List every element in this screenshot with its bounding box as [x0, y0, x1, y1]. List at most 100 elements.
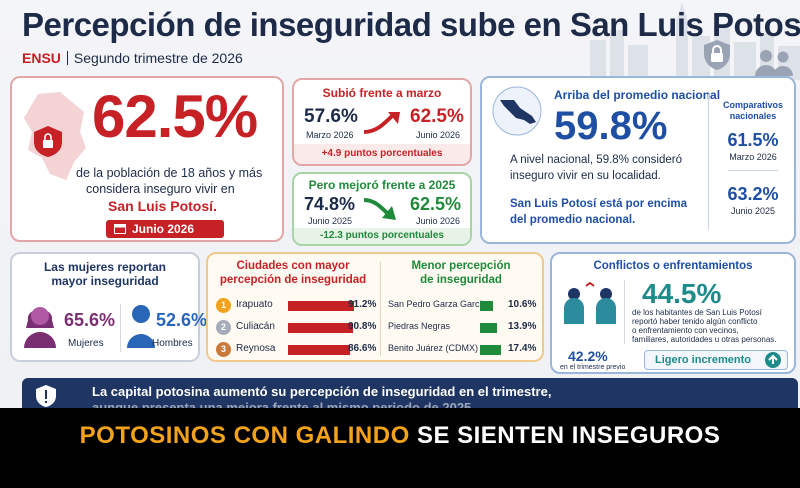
city-bar	[288, 345, 350, 355]
up-arrow-circle-icon	[765, 352, 781, 368]
comparativos-title-1: Comparativos	[722, 100, 784, 110]
rank-badge: 1	[216, 298, 231, 313]
year-compare-card: Pero mejoró frente a 2025 74.8% Junio 20…	[292, 172, 472, 246]
city-bar	[480, 345, 501, 355]
conflicts-prev-value: 42.2%	[568, 348, 608, 364]
national-text-line1: A nivel nacional, 59.8% consideró	[510, 154, 682, 166]
city-bar	[480, 301, 493, 311]
cities-low-title-line2: de inseguridad	[420, 274, 502, 286]
conflicts-text-line3: o enfrentamiento con vecinos,	[632, 326, 739, 335]
shield-lock-icon	[704, 40, 730, 70]
march-from-value: 57.6%	[304, 106, 358, 127]
city-name: Benito Juárez (CDMX)	[388, 343, 479, 353]
main-stat-place: San Luis Potosí.	[108, 198, 217, 214]
city-name: Culiacán	[236, 321, 275, 332]
year-from-label: Junio 2025	[308, 216, 353, 226]
city-bar	[288, 323, 353, 333]
summary-strip: La capital potosina aumentó su percepció…	[22, 378, 798, 415]
conflicts-card: Conflictos o enfrentamientos 44.5% de lo…	[550, 252, 796, 374]
year-from-value: 74.8%	[304, 194, 356, 214]
city-value: 13.9%	[508, 321, 537, 332]
city-value: 10.6%	[508, 299, 537, 310]
conflicts-prev-label: en el trimestre previo	[560, 364, 626, 371]
cities-high-title-line1: Ciudades con mayor	[236, 260, 350, 272]
source-label: ENSU	[22, 50, 61, 66]
women-label: Mujeres	[68, 338, 104, 349]
city-name: Reynosa	[236, 343, 276, 354]
date-chip: Junio 2026	[106, 220, 224, 238]
march-to-label: Junio 2026	[416, 130, 461, 140]
march-delta: +4.9 puntos porcentuales	[321, 148, 443, 159]
men-label: Hombres	[152, 338, 193, 349]
men-value: 52.6%	[156, 310, 208, 330]
rank-badge: 3	[216, 342, 231, 357]
main-stat-value: 62.5%	[92, 83, 258, 150]
city-value: 91.2%	[348, 299, 377, 310]
main-stat-line1: de la población de 18 años y más	[76, 166, 263, 180]
year-to-label: Junio 2026	[416, 216, 461, 226]
national-note-line1: San Luis Potosí está por encima	[510, 198, 688, 210]
conflicts-text-line2: reportó haber tenido algún conflicto	[632, 317, 758, 326]
national-title: Arriba del promedio nacional	[554, 88, 721, 102]
city-name: San Pedro Garza García	[388, 299, 488, 309]
city-name: Piedras Negras	[388, 321, 451, 331]
national-value: 59.8%	[554, 104, 668, 148]
mexico-map-icon	[492, 86, 542, 136]
women-title-line2: mayor inseguridad	[51, 274, 159, 288]
cities-card: Ciudades con mayor percepción de insegur…	[206, 252, 544, 362]
city-value: 17.4%	[508, 343, 537, 354]
year-compare-title: Pero mejoró frente a 2025	[308, 178, 456, 192]
conflicts-text-line1: de los habitantes de San Luis Potosí	[632, 308, 762, 317]
state-map-icon	[24, 92, 86, 180]
calendar-icon	[114, 224, 126, 234]
conflict-people-icon	[564, 282, 616, 324]
main-stat-line2: considera inseguro vivir en	[86, 182, 235, 196]
period-label: Segundo trimestre de 2026	[73, 50, 243, 66]
conflicts-text-line4: familiares, autoridades u otras personas…	[632, 335, 777, 344]
comp2-value: 63.2%	[727, 184, 779, 204]
main-stat-card: 62.5% de la población de 18 años y más c…	[10, 76, 284, 242]
city-name: Irapuato	[236, 299, 273, 310]
year-delta: -12.3 puntos porcentuales	[320, 230, 444, 241]
city-value: 90.8%	[348, 321, 377, 332]
page-title: Percepción de inseguridad sube en San Lu…	[22, 6, 800, 43]
march-from-label: Marzo 2026	[306, 130, 354, 140]
woman-icon	[24, 307, 56, 348]
strip-line1: La capital potosina aumentó su percepció…	[92, 384, 552, 399]
women-card: Las mujeres reportan mayor inseguridad 6…	[10, 252, 207, 362]
national-card: Arriba del promedio nacional 59.8% A niv…	[480, 76, 796, 244]
march-to-value: 62.5%	[410, 106, 464, 127]
year-to-value: 62.5%	[410, 194, 462, 214]
city-bar	[288, 301, 354, 311]
arrow-down-icon	[363, 198, 396, 220]
footer-part1: POTOSINOS CON GALINDO	[79, 422, 410, 449]
date-chip-label: Junio 2026	[132, 222, 195, 236]
footer-headline: POTOSINOS CON GALINDO SE SIENTEN INSEGUR…	[0, 422, 800, 450]
comp2-label: Junio 2025	[730, 206, 776, 216]
comparativos-title-2: nacionales	[729, 111, 777, 121]
city-value: 86.6%	[348, 343, 377, 354]
national-note-line2: del promedio nacional.	[510, 214, 636, 226]
alert-shield-icon	[36, 385, 56, 407]
people-icon	[755, 50, 793, 76]
trend-badge: Ligero incremento	[644, 350, 788, 370]
conflicts-value: 44.5%	[642, 278, 722, 309]
comp1-label: Marzo 2026	[729, 152, 777, 162]
subtitle: ENSU Segundo trimestre de 2026	[22, 50, 243, 66]
comp1-value: 61.5%	[727, 130, 779, 150]
march-compare-card: Subió frente a marzo 57.6% Marzo 2026 62…	[292, 78, 472, 166]
man-icon	[127, 305, 155, 348]
march-compare-title: Subió frente a marzo	[322, 86, 442, 100]
conflicts-title: Conflictos o enfrentamientos	[593, 260, 753, 272]
rank-badge: 2	[216, 320, 231, 335]
national-text-line2: inseguro vivir en su localidad.	[510, 170, 661, 182]
arrow-up-icon	[363, 112, 400, 134]
trend-label: Ligero incremento	[655, 354, 751, 366]
women-value: 65.6%	[64, 310, 116, 330]
cities-low-title-line1: Menor percepción	[411, 260, 511, 272]
city-bar	[480, 323, 497, 333]
women-title-line1: Las mujeres reportan	[43, 260, 167, 274]
footer-band	[0, 408, 800, 488]
footer-part2: SE SIENTEN INSEGUROS	[416, 422, 721, 449]
